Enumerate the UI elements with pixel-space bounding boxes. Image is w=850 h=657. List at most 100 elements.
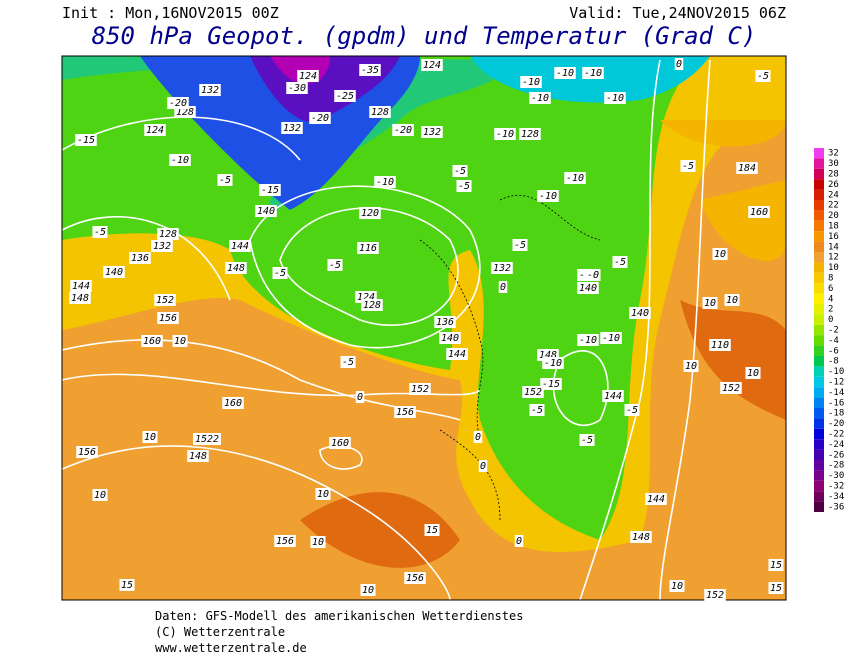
contour-label: 15 bbox=[770, 560, 782, 571]
legend-swatch bbox=[814, 168, 824, 180]
contour-label: 184 bbox=[738, 163, 756, 174]
label-box bbox=[478, 460, 488, 472]
contour-label: -10 bbox=[522, 77, 540, 88]
label-box bbox=[512, 239, 528, 251]
contour-label: 10 bbox=[312, 537, 324, 548]
legend-label: -10 bbox=[828, 367, 844, 377]
contour-label: 152 bbox=[411, 384, 429, 395]
contour-label: -0 bbox=[587, 270, 599, 281]
legend-label: -32 bbox=[828, 482, 844, 492]
legend-swatch bbox=[814, 387, 824, 398]
label-box bbox=[70, 280, 92, 292]
contour-label: 10 bbox=[94, 490, 106, 501]
label-box bbox=[355, 391, 365, 403]
legend-swatch bbox=[814, 304, 824, 315]
label-box bbox=[409, 383, 431, 395]
legend-label: -24 bbox=[828, 440, 844, 450]
label-box bbox=[494, 128, 516, 140]
legend-swatch bbox=[814, 314, 824, 325]
init-time: Init : Mon,16NOV2015 00Z bbox=[62, 4, 279, 22]
contour-label: -10 bbox=[556, 68, 574, 79]
label-box bbox=[522, 386, 544, 398]
label-box bbox=[119, 579, 135, 591]
contour-label: 148 bbox=[189, 451, 207, 462]
contour-label: 120 bbox=[361, 208, 379, 219]
legend-swatch bbox=[814, 460, 824, 471]
legend-label: 12 bbox=[828, 253, 839, 263]
label-box bbox=[645, 493, 667, 505]
label-box bbox=[434, 316, 456, 328]
contour-label: -35 bbox=[361, 65, 379, 76]
legend-label: -8 bbox=[828, 357, 839, 367]
label-box bbox=[359, 64, 381, 76]
contour-label: 0 bbox=[676, 59, 682, 70]
legend-swatch bbox=[814, 283, 824, 294]
contour-label: 15 bbox=[121, 580, 133, 591]
contour-label: 144 bbox=[231, 241, 249, 252]
contour-label: 10 bbox=[747, 368, 759, 379]
label-box bbox=[629, 307, 651, 319]
legend-swatch bbox=[814, 345, 824, 356]
legend-label: 30 bbox=[828, 159, 839, 169]
legend-swatch bbox=[814, 148, 824, 159]
legend-label: 4 bbox=[828, 294, 833, 304]
footer-line: Daten: GFS-Modell des amerikanischen Wet… bbox=[155, 609, 523, 623]
legend-swatch bbox=[814, 324, 824, 336]
contour-label: -10 bbox=[602, 333, 620, 344]
contour-label: 132 bbox=[283, 123, 301, 134]
contour-label: -10 bbox=[376, 177, 394, 188]
contour-label: -5 bbox=[757, 71, 769, 82]
label-box bbox=[274, 535, 296, 547]
legend-label: 28 bbox=[828, 170, 839, 180]
contour-label: -10 bbox=[579, 335, 597, 346]
contour-label: 160 bbox=[331, 438, 349, 449]
label-box bbox=[577, 282, 599, 294]
color-legend: 32302826242220181614121086420-2-4-6-8-10… bbox=[814, 148, 844, 512]
contour-label: 10 bbox=[174, 336, 186, 347]
label-box bbox=[187, 450, 209, 462]
legend-label: -34 bbox=[828, 492, 844, 502]
label-box bbox=[327, 259, 343, 271]
contour-label: 160 bbox=[143, 336, 161, 347]
legend-swatch bbox=[814, 428, 824, 440]
label-box bbox=[259, 184, 281, 196]
label-box bbox=[529, 404, 545, 416]
legend-label: -12 bbox=[828, 378, 844, 388]
label-box bbox=[439, 332, 461, 344]
legend-swatch bbox=[814, 210, 824, 221]
label-box bbox=[369, 106, 391, 118]
label-box bbox=[92, 489, 108, 501]
legend-swatch bbox=[814, 231, 824, 242]
map-title: 850 hPa Geopot. (gpdm) und Temperatur (G… bbox=[92, 22, 757, 50]
label-box bbox=[229, 240, 251, 252]
contour-label: 148 bbox=[227, 263, 245, 274]
contour-label: 132 bbox=[423, 127, 441, 138]
contour-label: -10 bbox=[544, 358, 562, 369]
contour-label: 140 bbox=[257, 206, 275, 217]
label-box bbox=[421, 126, 443, 138]
label-box bbox=[172, 335, 188, 347]
contour-label: 15 bbox=[770, 583, 782, 594]
label-box bbox=[582, 67, 604, 79]
label-box bbox=[720, 382, 742, 394]
label-box bbox=[540, 378, 562, 390]
contour-label: -15 bbox=[77, 135, 95, 146]
label-box bbox=[446, 348, 468, 360]
label-box bbox=[724, 294, 740, 306]
legend-label: 0 bbox=[828, 315, 833, 325]
contour-label: 156 bbox=[396, 407, 414, 418]
label-box bbox=[129, 252, 151, 264]
label-box bbox=[745, 367, 761, 379]
label-box bbox=[519, 128, 541, 140]
contour-label: 152 bbox=[722, 383, 740, 394]
legend-label: -16 bbox=[828, 398, 844, 408]
label-box bbox=[217, 174, 233, 186]
legend-label: -2 bbox=[828, 326, 839, 336]
label-box bbox=[680, 160, 696, 172]
legend-swatch bbox=[814, 179, 824, 190]
legend-swatch bbox=[814, 418, 824, 429]
contour-label: 152 bbox=[156, 295, 174, 306]
label-box bbox=[498, 281, 508, 293]
legend-label: 8 bbox=[828, 274, 833, 284]
contour-label: -20 bbox=[169, 98, 187, 109]
